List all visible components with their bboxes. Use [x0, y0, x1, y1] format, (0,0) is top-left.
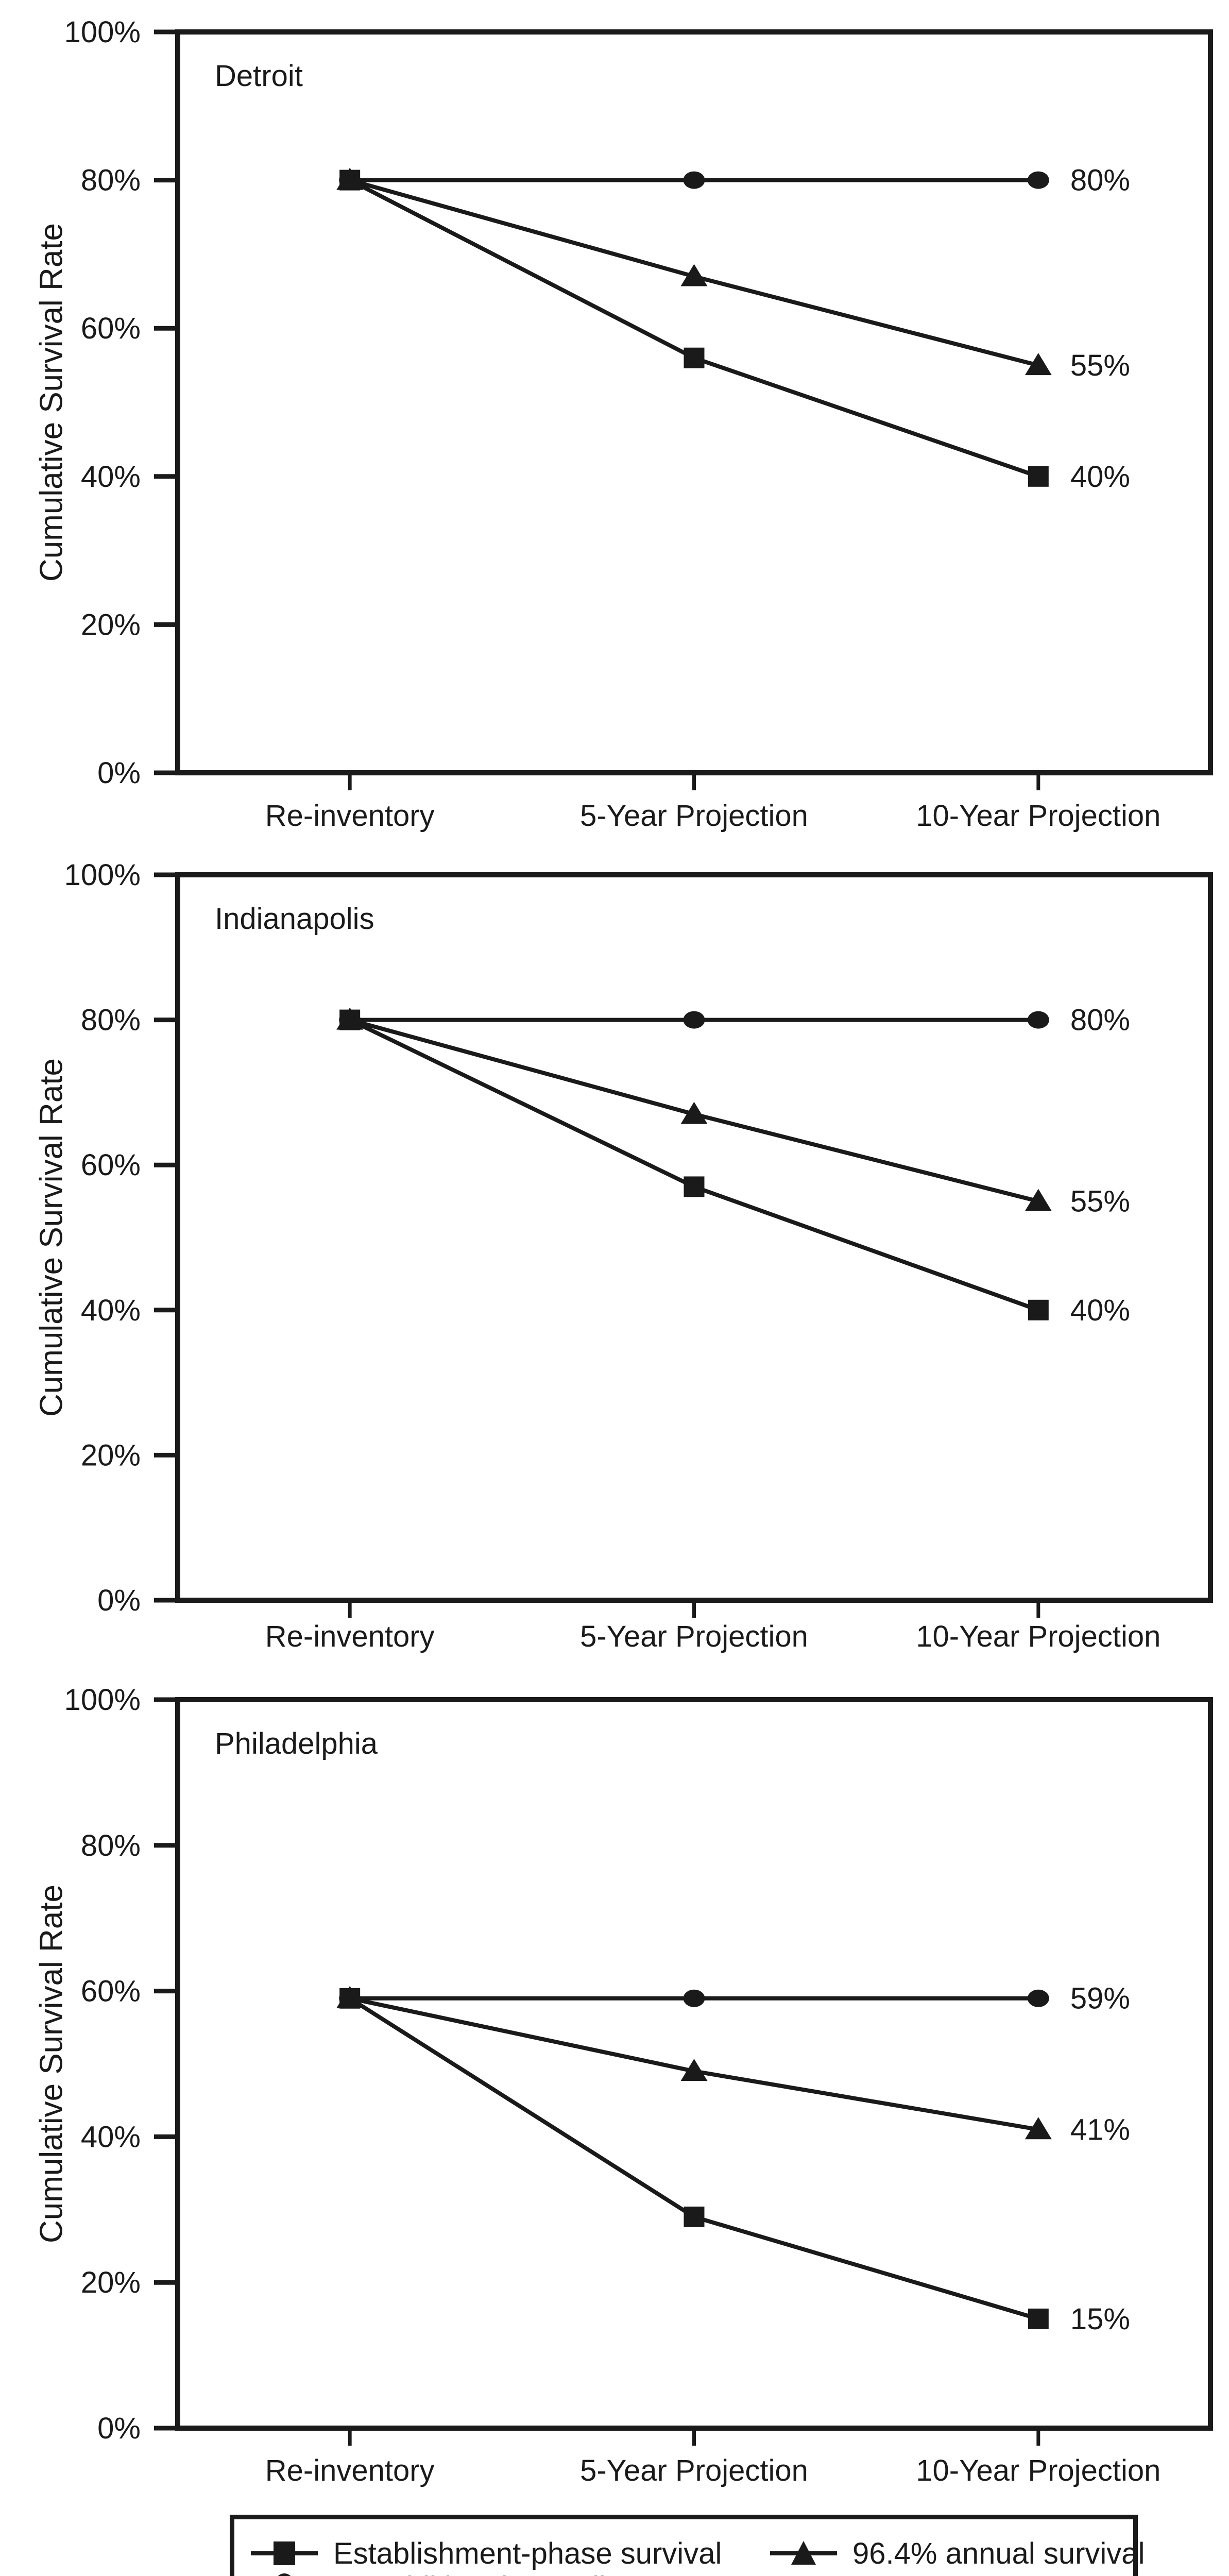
y-tick-label: 100% [64, 1683, 141, 1717]
legend-label-annual-survival: 96.4% annual survival [852, 2536, 1145, 2570]
y-tick-label: 40% [81, 1294, 141, 1327]
chart-panel-philadelphia: Cumulative Survival Rate 100% 80% 60% 40% 20… [0, 1669, 1229, 2514]
x-tick-label: Re-inventory [265, 2454, 435, 2487]
series-line-square [349, 178, 1039, 479]
data-point-circle [683, 1989, 705, 2007]
y-tick-label: 20% [81, 2266, 141, 2299]
x-tick-label: 10-Year Projection [916, 1620, 1160, 1653]
end-value-label: 41% [1070, 2113, 1130, 2146]
end-value-label: 55% [1070, 1185, 1130, 1218]
y-tick-label: 0% [97, 756, 141, 790]
data-point-circle [1027, 1011, 1049, 1029]
y-tick-label: 20% [81, 608, 141, 641]
data-point-square [339, 1009, 361, 1030]
x-tick-label: Re-inventory [265, 1620, 435, 1653]
y-tick-label: 0% [97, 1584, 141, 1617]
y-tick-label: 80% [81, 1829, 141, 1862]
series-line-square [349, 1996, 1039, 2321]
data-point-circle [683, 171, 705, 189]
data-point-triangle [1025, 2117, 1052, 2140]
x-tick-label: 5-Year Projection [580, 1620, 808, 1653]
data-point-triangle [680, 1101, 708, 1124]
data-point-square [684, 1176, 705, 1197]
y-tick-label: 40% [81, 460, 141, 494]
chart-svg-philadelphia: 100% 80% 60% 40% 20% 0% Re-inventory 5-Year Pro… [64, 1683, 1213, 2487]
data-point-square [1028, 466, 1049, 487]
y-tick-label: 0% [97, 2412, 141, 2445]
y-tick-label: 60% [81, 312, 141, 345]
chart-panel-detroit: Cumulative Survival Rate 100% 80% 60% 40% 20… [0, 0, 1229, 850]
data-point-triangle [680, 2059, 708, 2081]
chart-title: Indianapolis [215, 902, 374, 936]
data-point-square [1028, 2308, 1049, 2329]
chart-panel-indianapolis: Cumulative Survival Rate 100% 80% 60% 40% 20… [0, 850, 1229, 1669]
end-value-label: 59% [1070, 1982, 1130, 2015]
data-point-square [339, 1988, 361, 2009]
chart-svg-detroit: 100% 80% 60% 40% 20% 0% Re-inventory 5-Year Pro… [64, 15, 1213, 833]
chart-title: Philadelphia [215, 1727, 378, 1760]
y-tick-label: 20% [81, 1438, 141, 1472]
x-tick-label: 5-Year Projection [580, 2454, 808, 2487]
y-tick-label: 60% [81, 1975, 141, 2008]
y-tick-label: 40% [81, 2120, 141, 2154]
chart-title: Detroit [215, 59, 303, 93]
triangle-marker-icon [770, 2541, 837, 2565]
plot-border [175, 872, 1213, 1603]
x-tick-label: 10-Year Projection [916, 2454, 1160, 2487]
data-point-triangle [680, 264, 708, 286]
x-tick-label: 5-Year Projection [580, 799, 808, 833]
y-tick-label: 100% [64, 858, 141, 892]
legend-label-no-additional-mortality: No additional mortality [333, 2570, 629, 2576]
circle-marker-icon [278, 2573, 291, 2576]
end-value-label: 80% [1070, 1004, 1130, 1037]
end-value-label: 55% [1070, 349, 1130, 382]
y-tick-label: 80% [81, 1004, 141, 1037]
end-value-label: 80% [1070, 164, 1130, 197]
legend-box: Establishment-phase survival 96.4% annua… [230, 2515, 1145, 2576]
data-point-triangle [1025, 1189, 1052, 1211]
data-point-triangle [1025, 353, 1052, 376]
data-point-square [684, 347, 705, 368]
x-tick-label: 10-Year Projection [916, 799, 1160, 833]
end-value-label: 40% [1070, 460, 1130, 494]
chart-svg-indianapolis: 100% 80% 60% 40% 20% 0% Re-inventory 5-Year Pro… [64, 858, 1213, 1653]
data-point-circle [1027, 171, 1049, 189]
data-point-square [684, 2206, 705, 2227]
legend-item-no-additional-mortality: No additional mortality [251, 2570, 629, 2576]
end-value-label: 40% [1070, 1294, 1130, 1327]
data-point-square [339, 170, 361, 191]
y-tick-label: 60% [81, 1148, 141, 1182]
legend-label-establishment-phase: Establishment-phase survival [333, 2536, 722, 2570]
data-point-circle [1027, 1989, 1049, 2007]
legend-item-establishment-phase: Establishment-phase survival [251, 2536, 722, 2570]
y-tick-label: 100% [64, 15, 141, 49]
series-line-square [349, 1018, 1039, 1312]
square-marker-icon [251, 2541, 318, 2565]
data-point-square [1028, 1299, 1049, 1320]
y-tick-label: 80% [81, 164, 141, 197]
end-value-label: 15% [1070, 2302, 1130, 2336]
data-point-circle [683, 1011, 705, 1029]
legend-item-annual-survival: 96.4% annual survival [770, 2536, 1145, 2570]
x-tick-label: Re-inventory [265, 799, 435, 833]
plot-border [175, 29, 1213, 775]
